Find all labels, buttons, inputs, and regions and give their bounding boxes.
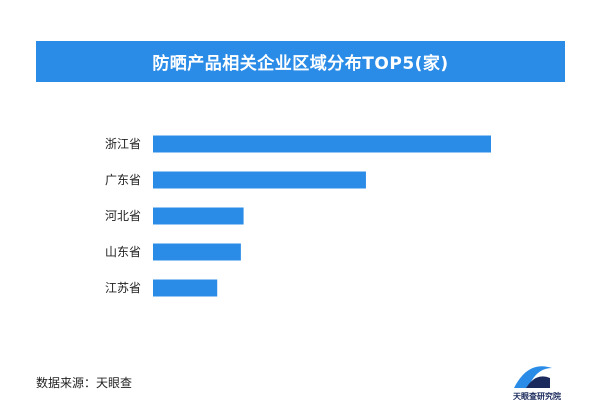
category-label-2: 广东省 [105,173,141,187]
logo-arc-icon [526,376,550,388]
bar-1 [153,135,491,153]
logo-text: 天眼查研究院 [513,391,561,400]
category-label-5: 江苏省 [105,281,141,295]
tianyancha-logo: 天眼查研究院 [513,366,561,400]
logo-swoosh-icon [514,366,552,388]
data-source-note: 数据来源：天眼查 [36,376,133,390]
bars-group [153,135,491,297]
bar-3 [153,207,244,225]
category-label-4: 山东省 [105,245,141,259]
bar-2 [153,171,366,189]
bar-5 [153,279,218,297]
category-label-1: 浙江省 [105,137,141,151]
category-label-3: 河北省 [105,209,141,223]
chart-title: 防晒产品相关企业区域分布TOP5(家) [36,41,565,82]
bar-4 [153,243,241,261]
